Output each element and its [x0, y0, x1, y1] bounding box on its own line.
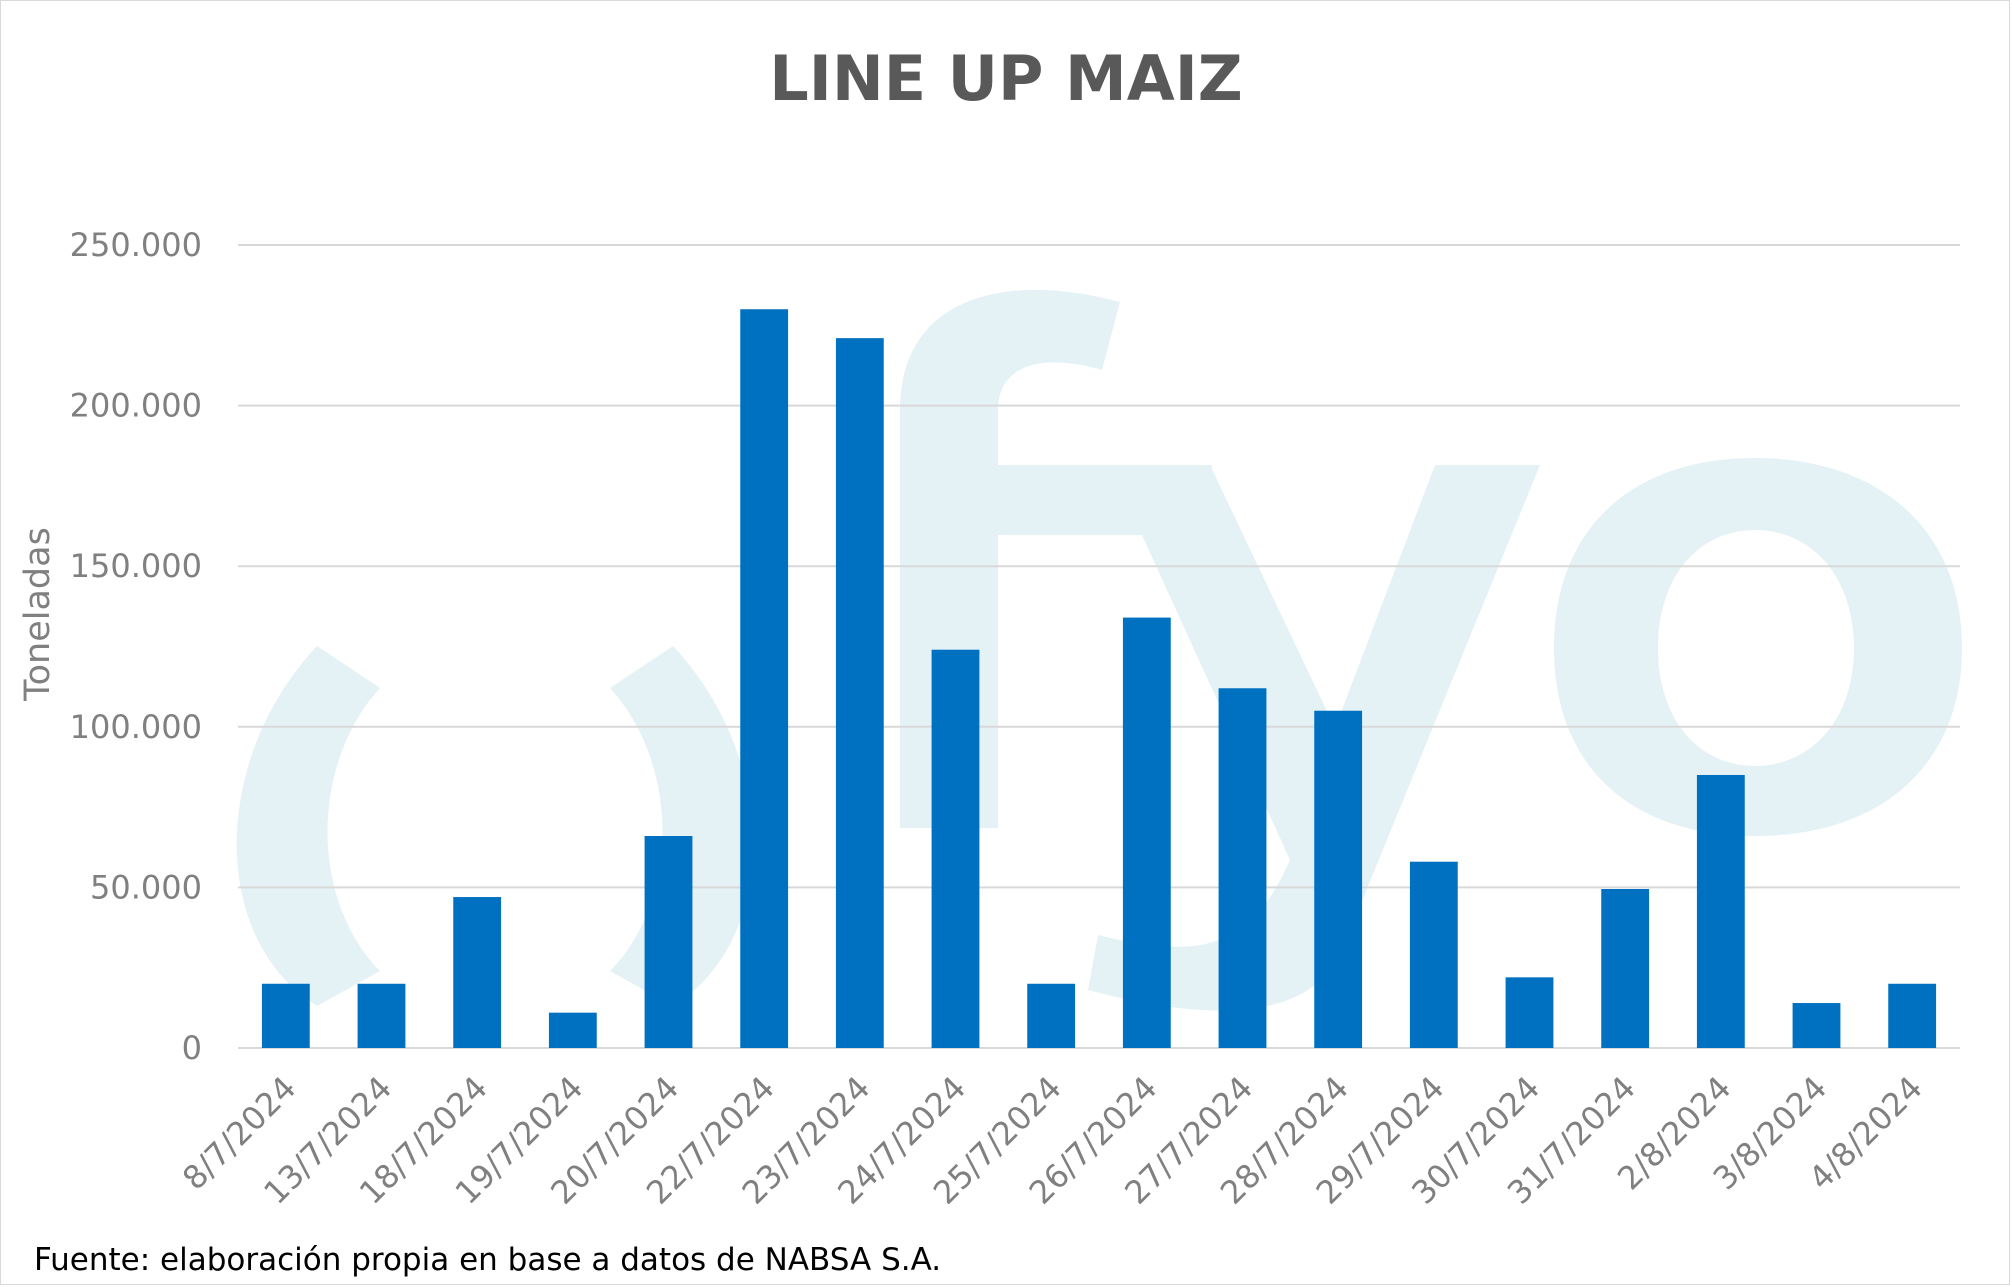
bar [835, 338, 884, 1048]
y-tick-label: 100.000 [70, 708, 202, 746]
y-tick-label: 0 [182, 1029, 202, 1067]
chart-title: LINE UP MAIZ [769, 42, 1242, 115]
gridlines [238, 244, 1960, 1049]
bar [1888, 983, 1937, 1048]
bar [1601, 889, 1650, 1048]
x-tick-labels: 8/7/202413/7/202418/7/202419/7/202420/7/… [175, 1069, 1930, 1212]
bar [1792, 1003, 1841, 1048]
bar [931, 649, 980, 1048]
bar [1314, 710, 1363, 1048]
bar [1027, 983, 1076, 1048]
bar [1409, 861, 1458, 1048]
y-tick-label: 150.000 [70, 547, 202, 585]
bar [1122, 617, 1171, 1048]
y-tick-label: 250.000 [70, 226, 202, 264]
y-tick-labels: 0 50.000 100.000 150.000 200.000 250.000 [70, 226, 202, 1067]
bar [1218, 688, 1267, 1048]
bar [357, 983, 406, 1048]
bar [453, 897, 502, 1048]
bar [1696, 774, 1745, 1048]
bar [548, 1012, 597, 1048]
y-tick-label: 50.000 [90, 868, 202, 906]
bar [740, 309, 789, 1048]
y-tick-label: 200.000 [70, 387, 202, 425]
y-axis-title: Toneladas [18, 527, 58, 702]
bar [644, 836, 693, 1048]
bar [261, 983, 310, 1048]
bar [1505, 977, 1554, 1048]
source-note: Fuente: elaboración propia en base a dat… [34, 1242, 942, 1278]
bars [261, 309, 1937, 1048]
